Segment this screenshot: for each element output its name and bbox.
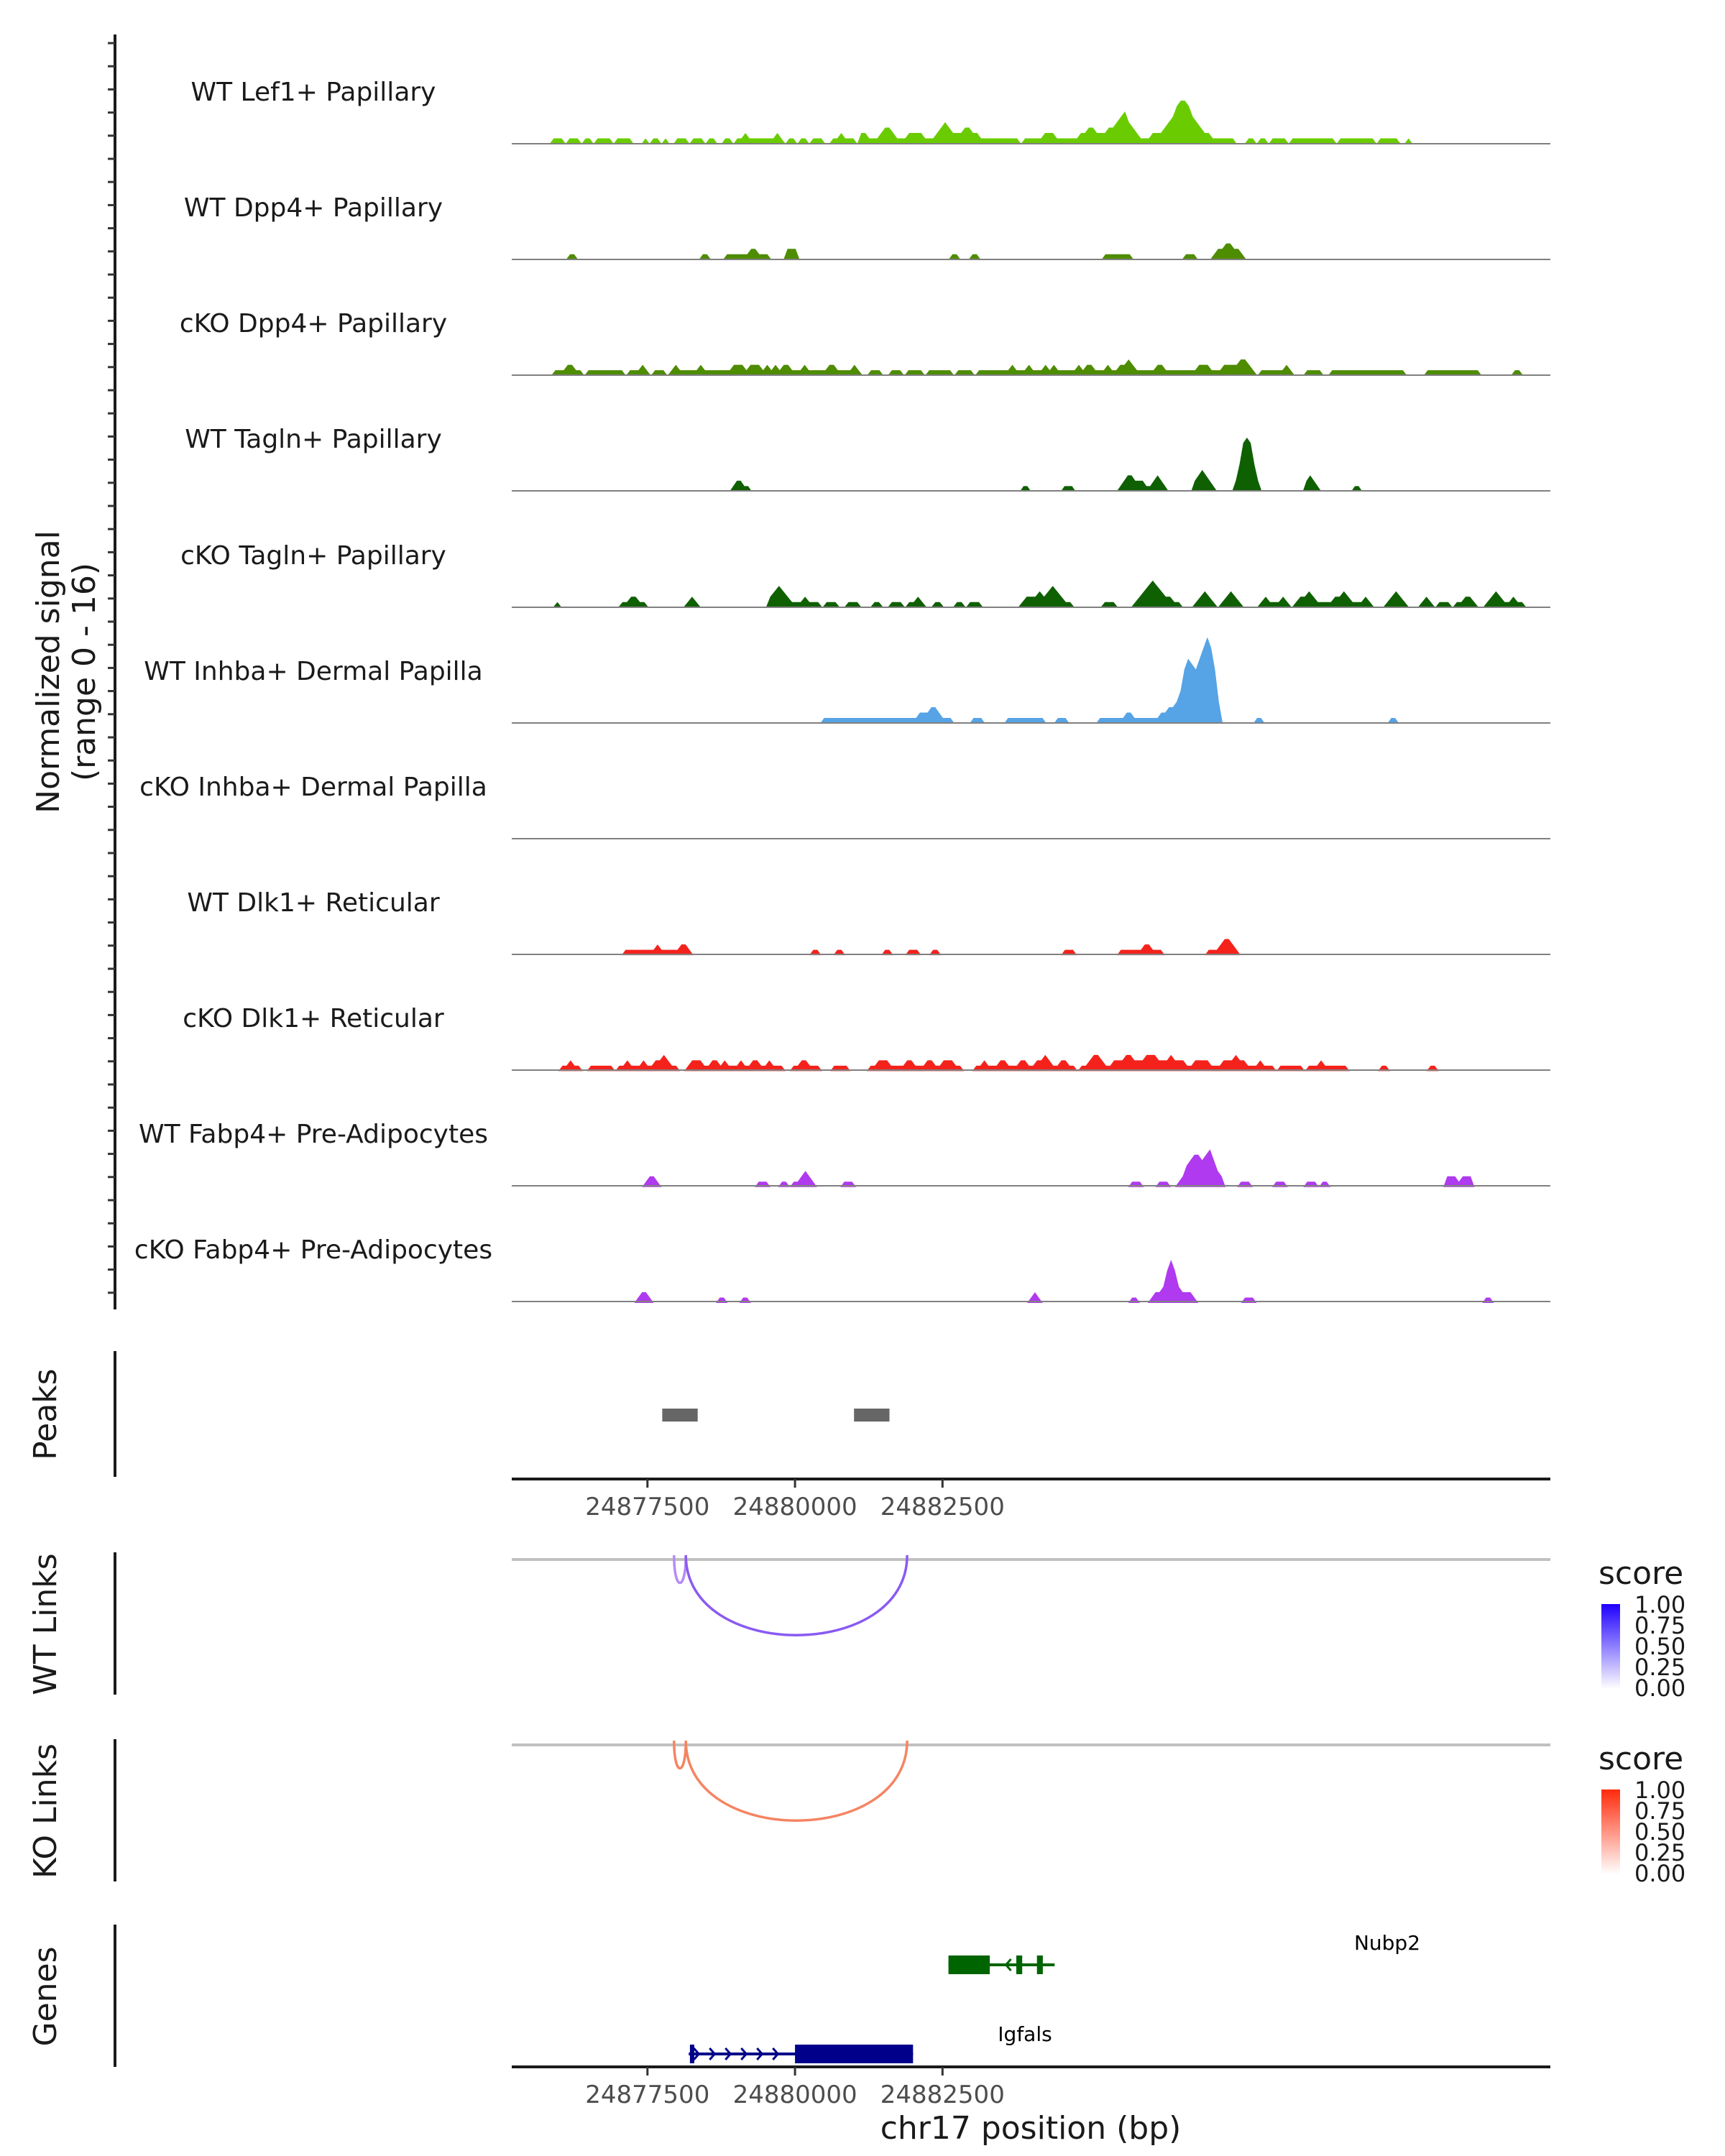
coverage-area-cko-tagln-papillary: [512, 580, 1550, 608]
track-label-wt-dlk1-reticular: WT Dlk1+ Reticular: [187, 888, 439, 918]
ko-links-label: KO Links: [27, 1743, 64, 1879]
coverage-area-wt-dpp4-papillary: [512, 243, 1550, 260]
wt-legend-tick: 0.50: [1634, 1633, 1685, 1660]
wt-legend-tick: 1.00: [1634, 1591, 1685, 1618]
track-wt-dpp4-papillary: WT Dpp4+ Papillary: [184, 193, 1550, 260]
gene-strand-arrow: [724, 2047, 732, 2060]
ko-score-legend: score 1.00 0.75 0.50 0.25 0.00: [1598, 1741, 1685, 1887]
wt-score-legend: score 1.00 0.75 0.50 0.25 0.00: [1598, 1555, 1685, 1702]
gene-strand-arrow: [756, 2047, 764, 2060]
ko-link-arcs: [673, 1740, 908, 1822]
track-label-cko-dpp4-papillary: cKO Dpp4+ Papillary: [180, 309, 447, 338]
gene-strand-arrow: [772, 2047, 780, 2060]
ko-legend-title: score: [1598, 1741, 1683, 1777]
gene-nubp2-shapes: [948, 1955, 1055, 1974]
track-label-wt-tagln-papillary: WT Tagln+ Papillary: [185, 425, 442, 454]
x-tick-label: 24880000: [733, 1493, 857, 1521]
ko-legend-colorbar: [1601, 1789, 1620, 1874]
x-axis-top-ticks: 24877500 24880000 24882500: [585, 1479, 1005, 1521]
x-axis-bottom-ticks: 24877500 24880000 24882500: [585, 2067, 1005, 2109]
wt-legend-tick: 0.00: [1634, 1674, 1685, 1702]
coverage-area-cko-dpp4-papillary: [512, 359, 1550, 376]
link-arc: [684, 1740, 908, 1822]
coverage-area-wt-dlk1-reticular: [512, 939, 1550, 956]
gene-exon: [1036, 1955, 1043, 1974]
wt-legend-tick: 0.75: [1634, 1612, 1685, 1639]
track-cko-inhba-dermal-papilla: cKO Inhba+ Dermal Papilla: [139, 773, 1550, 839]
peak-regions: [662, 1409, 890, 1422]
x-tick-label: 24880000: [733, 2081, 857, 2109]
track-wt-inhba-dermal-papilla: WT Inhba+ Dermal Papilla: [144, 637, 1550, 724]
gene-strand-arrow: [709, 2047, 717, 2060]
x-tick-label: 24882500: [880, 2081, 1005, 2109]
track-wt-dlk1-reticular: WT Dlk1+ Reticular: [187, 888, 1550, 956]
ko-legend-tick: 0.50: [1634, 1818, 1685, 1846]
peak-region: [854, 1409, 890, 1422]
track-cko-tagln-papillary: cKO Tagln+ Papillary: [180, 541, 1550, 608]
track-label-cko-tagln-papillary: cKO Tagln+ Papillary: [180, 541, 446, 571]
gene-strand-arrow: [740, 2047, 748, 2060]
x-axis-label: chr17 position (bp): [880, 2110, 1182, 2147]
coverage-area-wt-lef1-papillary: [512, 101, 1550, 144]
track-wt-lef1-papillary: WT Lef1+ Papillary: [191, 78, 1550, 144]
gene-exon: [1016, 1955, 1023, 1974]
track-label-cko-dlk1-reticular: cKO Dlk1+ Reticular: [183, 1004, 444, 1033]
coverage-area-cko-dlk1-reticular: [512, 1054, 1550, 1072]
ko-legend-tick: 0.75: [1634, 1797, 1685, 1825]
ko-legend-tick: 0.00: [1634, 1860, 1685, 1887]
track-wt-tagln-papillary: WT Tagln+ Papillary: [185, 425, 1550, 492]
gene-label-igfals: Igfals: [998, 2022, 1052, 2046]
peak-region: [662, 1409, 698, 1422]
track-label-cko-fabp4-pre-adipocytes: cKO Fabp4+ Pre-Adipocytes: [134, 1235, 492, 1265]
gene-strand-arrow: [1004, 1958, 1012, 1971]
track-label-cko-inhba-dermal-papilla: cKO Inhba+ Dermal Papilla: [139, 773, 487, 802]
link-arc: [684, 1554, 908, 1636]
coverage-tracks: WT Lef1+ Papillary WT Dpp4+ Papillary cK…: [134, 78, 1550, 1303]
track-label-wt-lef1-papillary: WT Lef1+ Papillary: [191, 78, 436, 107]
x-tick-label: 24877500: [585, 2081, 709, 2109]
coverage-y-ticks: [108, 42, 115, 1294]
genes-label: Genes: [27, 1946, 64, 2046]
track-cko-fabp4-pre-adipocytes: cKO Fabp4+ Pre-Adipocytes: [134, 1235, 1550, 1303]
gene-igfals: Igfals: [689, 2022, 1052, 2063]
peaks-label: Peaks: [27, 1368, 64, 1460]
gene-strand-arrow: [693, 2047, 701, 2060]
gene-exon: [948, 1955, 990, 1974]
coverage-area-wt-tagln-papillary: [512, 437, 1550, 492]
wt-links-label: WT Links: [27, 1553, 64, 1695]
x-tick-label: 24882500: [880, 1493, 1005, 1521]
gene-label-nubp2: Nubp2: [1354, 1931, 1420, 1955]
gene-exon: [795, 2045, 914, 2063]
track-cko-dpp4-papillary: cKO Dpp4+ Papillary: [180, 309, 1550, 376]
track-label-wt-fabp4-pre-adipocytes: WT Fabp4+ Pre-Adipocytes: [139, 1120, 488, 1149]
gene-igfals-shapes: [689, 2045, 914, 2063]
track-label-wt-dpp4-papillary: WT Dpp4+ Papillary: [184, 193, 443, 223]
coverage-area-wt-inhba-dermal-papilla: [512, 637, 1550, 724]
wt-link-arcs: [673, 1554, 908, 1636]
wt-legend-title: score: [1598, 1555, 1683, 1592]
gene-exon: [689, 2045, 694, 2063]
wt-legend-tick: 0.25: [1634, 1654, 1685, 1681]
ko-legend-tick: 0.25: [1634, 1839, 1685, 1866]
coverage-y-label-line1: Normalized signal: [30, 530, 67, 814]
coverage-area-wt-fabp4-pre-adipocytes: [512, 1149, 1550, 1187]
gene-models: Nubp2 Igfals: [689, 1931, 1420, 2063]
coverage-y-label-line2: (range 0 - 16): [66, 563, 103, 781]
ko-legend-tick: 1.00: [1634, 1777, 1685, 1804]
track-label-wt-inhba-dermal-papilla: WT Inhba+ Dermal Papilla: [144, 657, 482, 686]
wt-legend-colorbar: [1601, 1604, 1620, 1689]
track-wt-fabp4-pre-adipocytes: WT Fabp4+ Pre-Adipocytes: [139, 1120, 1550, 1187]
coverage-area-cko-fabp4-pre-adipocytes: [512, 1260, 1550, 1303]
x-tick-label: 24877500: [585, 1493, 709, 1521]
track-cko-dlk1-reticular: cKO Dlk1+ Reticular: [183, 1004, 1550, 1072]
gene-nubp2: Nubp2: [948, 1931, 1420, 1974]
